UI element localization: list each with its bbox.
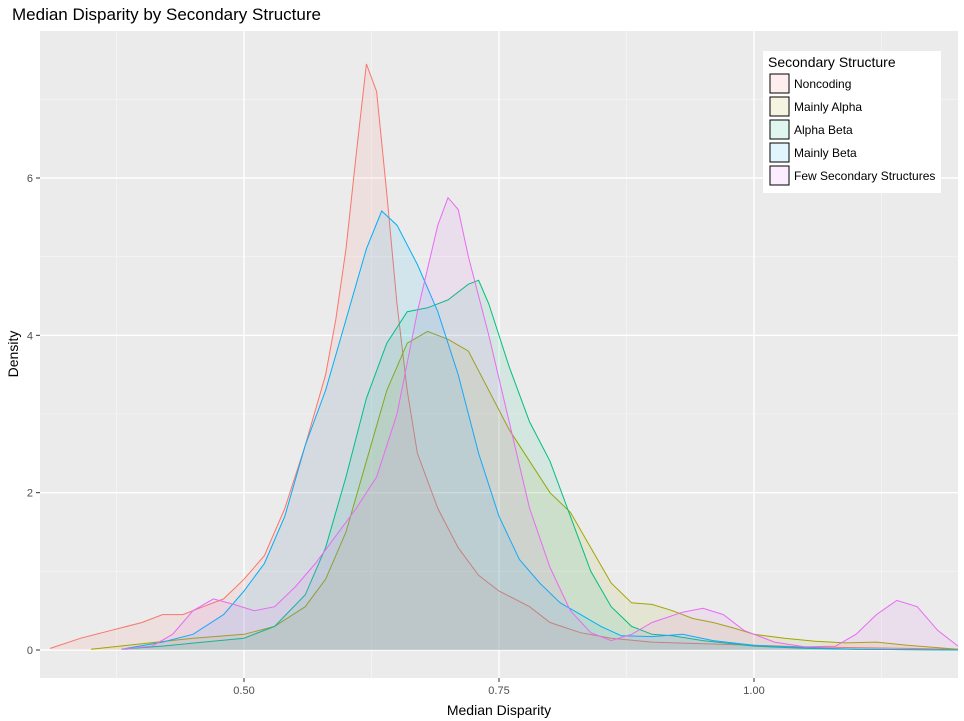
legend-key-few-secondary-structures [769,165,790,186]
density-line-noncoding [50,63,959,650]
legend-key-bg [770,166,789,185]
legend-label-noncoding: Noncoding [794,77,851,91]
legend-label-alpha-beta: Alpha Beta [794,123,853,137]
density-area-alpha-beta [121,280,959,650]
legend-key-bg [770,120,789,139]
legend-items: Noncoding Mainly Alpha Alpha Beta Mainly Be… [769,73,935,186]
y-tick-label: 0 [27,645,33,657]
y-tick-label: 4 [27,330,33,342]
legend-label-mainly-alpha: Mainly Alpha [794,100,862,114]
legend-key-bg [770,97,789,116]
legend-label-mainly-beta: Mainly Beta [794,146,857,160]
legend-label-few-secondary-structures: Few Secondary Structures [794,169,935,183]
legend-title: Secondary Structure [768,54,896,70]
y-tick-label: 6 [27,173,33,185]
x-tick-label: 0.75 [488,685,509,697]
density-line-alpha-beta [121,279,959,651]
x-tick-label: 0.50 [233,685,254,697]
x-axis-title: Median Disparity [447,702,551,718]
x-tick-label: 1.00 [743,685,764,697]
density-line-mainly-alpha [90,330,959,650]
y-axis-title: Density [5,331,21,378]
legend-key-bg [770,143,789,162]
density-area-few-secondary-structures [121,197,959,650]
axes: 0.50 0.75 1.00 0 2 4 6 [27,173,765,697]
legend-key-alpha-beta [769,119,790,140]
density-series [50,63,959,651]
density-area-mainly-beta [121,211,959,650]
legend-key-mainly-beta [769,142,790,163]
legend-key-noncoding [769,73,790,94]
density-line-mainly-beta [121,210,959,651]
legend: Secondary Structure Noncoding Mainly Alph… [763,51,941,193]
y-tick-label: 2 [27,488,33,500]
legend-key-bg [770,74,789,93]
chart-title: Median Disparity by Secondary Structure [12,5,321,24]
legend-key-mainly-alpha [769,96,790,117]
density-line-few-secondary-structures [121,196,959,650]
density-area-mainly-alpha [91,331,958,650]
legend-background [763,51,941,193]
